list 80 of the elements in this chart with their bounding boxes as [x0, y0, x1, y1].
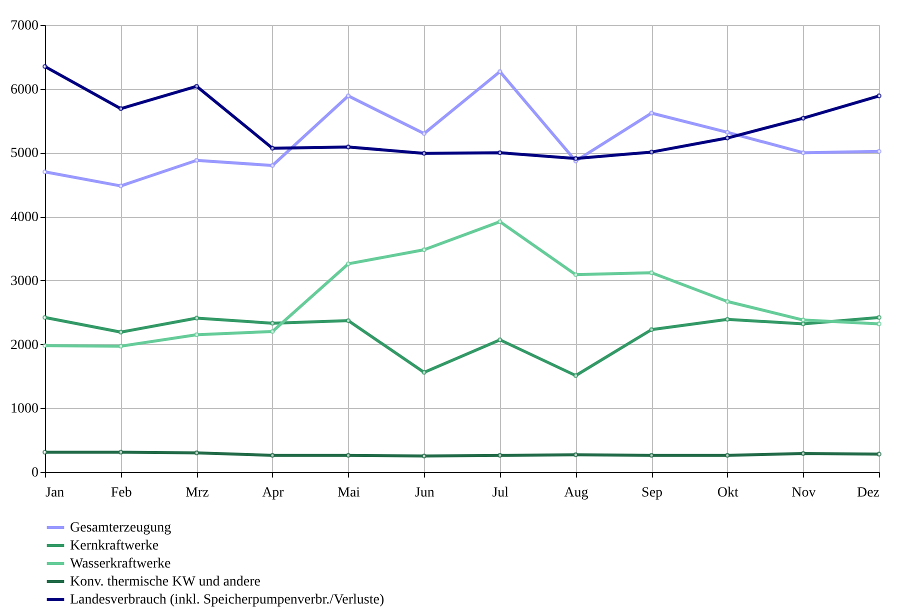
legend-label: Gesamterzeugung: [70, 520, 172, 536]
y-tick-label: 5000: [10, 146, 38, 162]
point: [876, 148, 882, 154]
point: [42, 315, 48, 320]
point: [497, 219, 502, 224]
point: [724, 316, 730, 322]
point: [724, 452, 730, 458]
point: [194, 84, 200, 89]
point: [42, 169, 48, 174]
point: [194, 316, 200, 321]
point: [497, 452, 502, 458]
point: [42, 343, 48, 348]
point: [800, 116, 806, 121]
x-tick-label: Dez: [856, 486, 880, 500]
point: [573, 272, 578, 278]
y-tick-label: 7000: [10, 18, 38, 34]
legend-label: Kernkraftwerke: [70, 538, 159, 554]
point: [649, 270, 654, 276]
point: [346, 93, 351, 98]
x-tick-label: Mai: [337, 486, 360, 500]
point: [649, 110, 654, 116]
y-tick-label: 3000: [10, 274, 38, 289]
point: [422, 247, 427, 252]
point: [42, 450, 48, 455]
x-tick-label: Jul: [492, 486, 509, 500]
x-tick-label: Sep: [642, 486, 663, 500]
point: [42, 64, 48, 69]
point: [346, 318, 351, 324]
point: [422, 370, 427, 375]
point: [573, 452, 578, 458]
point: [724, 299, 730, 304]
x-tick-label: Apr: [262, 486, 284, 500]
point: [270, 146, 275, 151]
point: [724, 130, 730, 135]
y-tick-label: 0: [32, 466, 38, 480]
x-tick-label: Aug: [564, 486, 588, 500]
point: [422, 150, 427, 156]
y-tick-label: 2000: [10, 338, 38, 353]
y-tick-label: 4000: [10, 210, 38, 226]
x-tick-label: Mrz: [185, 486, 209, 500]
x-tick-label: Nov: [792, 486, 816, 500]
point: [346, 144, 351, 150]
point: [876, 321, 882, 326]
point: [800, 150, 806, 156]
point: [270, 320, 275, 326]
point: [876, 452, 882, 457]
point: [724, 136, 730, 140]
point: [118, 450, 124, 455]
point: [118, 344, 124, 349]
y-tick-label: 6000: [10, 82, 38, 98]
point: [573, 156, 578, 161]
point: [422, 131, 427, 136]
x-tick-label: Okt: [717, 486, 738, 500]
legend-label: Landesverbrauch (inkl. Speicherpumpenverbr./Verluste): [70, 592, 384, 608]
y-tick-label: 1000: [10, 402, 38, 417]
point: [346, 452, 351, 458]
point: [573, 373, 578, 378]
point: [346, 261, 351, 266]
point: [194, 332, 200, 338]
point: [649, 452, 654, 458]
point: [497, 150, 502, 156]
point: [649, 150, 654, 155]
point: [270, 163, 275, 168]
x-tick-label: Feb: [110, 486, 132, 500]
legend-label: Konv. thermische KW und andere: [70, 574, 260, 590]
point: [270, 329, 275, 334]
legend-label: Wasserkraftwerke: [70, 556, 171, 572]
point: [194, 450, 200, 456]
x-tick-label: Jun: [414, 486, 434, 500]
point: [118, 183, 124, 188]
point: [497, 337, 502, 342]
point: [800, 318, 806, 322]
point: [118, 106, 124, 112]
point: [497, 69, 502, 74]
x-tick-label: Jan: [46, 486, 64, 500]
point: [876, 315, 882, 320]
point: [270, 452, 275, 458]
point: [649, 327, 654, 332]
point: [876, 93, 882, 98]
point: [118, 330, 124, 335]
